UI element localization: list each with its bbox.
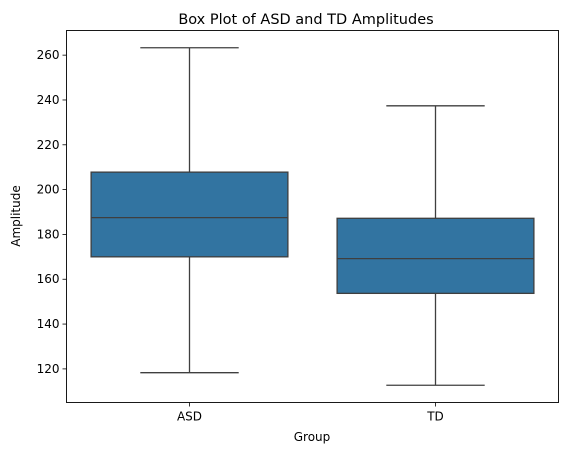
y-tick-label: 180 xyxy=(37,227,60,241)
y-tick-label: 140 xyxy=(37,317,60,331)
y-axis-label: Amplitude xyxy=(9,185,23,247)
x-tick-label: ASD xyxy=(177,410,202,424)
plot-frame xyxy=(66,30,559,403)
y-tick-label: 200 xyxy=(37,183,60,197)
y-axis-ticks: 120 140 160 180 200 220 240 260 xyxy=(37,48,67,376)
y-tick-label: 260 xyxy=(37,48,60,62)
box-iqr xyxy=(90,171,289,258)
x-axis-label: Group xyxy=(294,430,331,444)
x-axis-ticks: ASD TD xyxy=(177,402,444,424)
x-tick-label: TD xyxy=(426,410,444,424)
plot-area xyxy=(90,47,535,386)
box-asd xyxy=(90,47,289,374)
box-td xyxy=(336,105,535,386)
chart-title: Box Plot of ASD and TD Amplitudes xyxy=(178,12,433,28)
y-tick-label: 160 xyxy=(37,272,60,286)
y-tick-label: 220 xyxy=(37,138,60,152)
y-tick-label: 240 xyxy=(37,93,60,107)
box-iqr xyxy=(336,217,535,295)
y-tick-label: 120 xyxy=(37,362,60,376)
